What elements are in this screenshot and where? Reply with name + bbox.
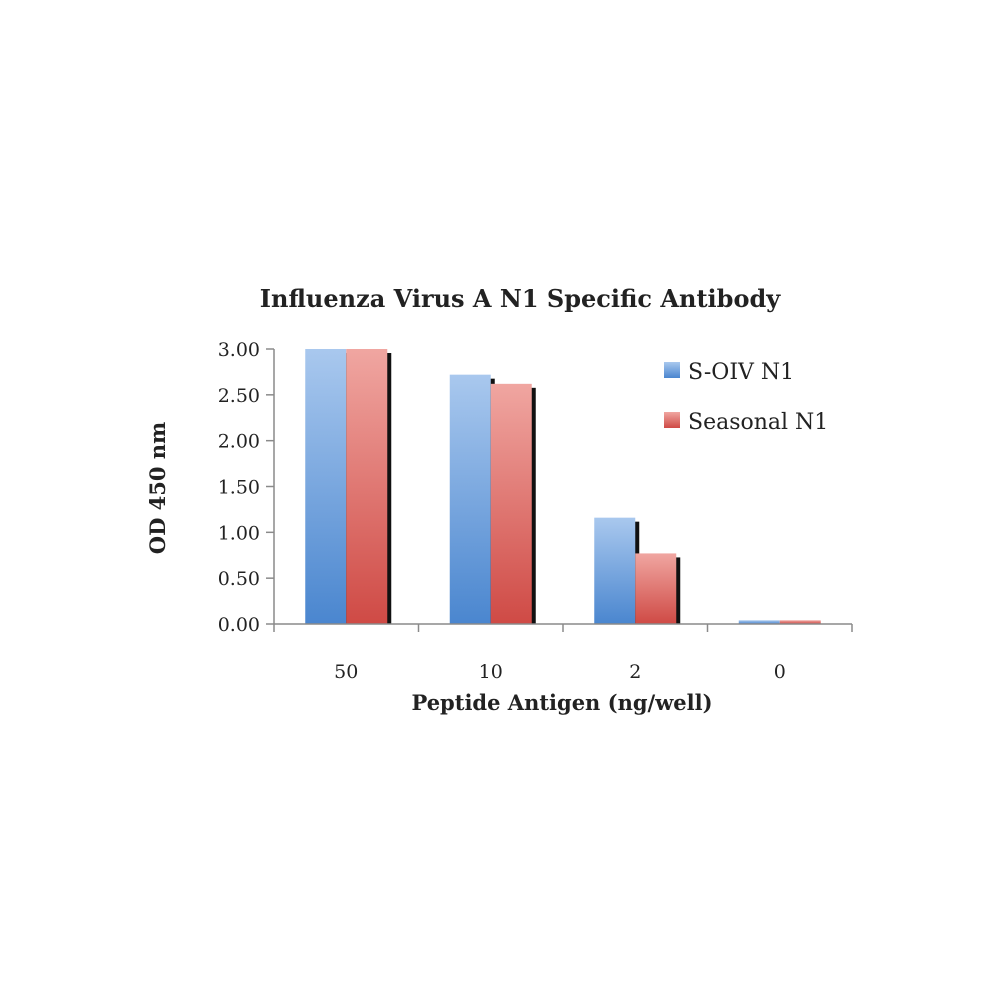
- y-tick-label: 0.00: [218, 614, 260, 636]
- bars: [305, 349, 821, 624]
- x-tick-label: 2: [629, 661, 641, 683]
- y-axis-ticks: 0.00 0.50 1.00 1.50 2.00 2.50 3.00: [218, 339, 274, 636]
- bar-seasonal-50: [346, 349, 388, 624]
- y-tick-label: 1.50: [218, 477, 260, 499]
- x-tick-label: 50: [334, 661, 358, 683]
- y-tick-label: 3.00: [218, 339, 260, 361]
- y-tick-label: 1.00: [218, 522, 260, 544]
- bar-seasonal-0: [779, 620, 821, 624]
- legend-swatch-s-oiv: [664, 362, 680, 378]
- bar-seasonal-2: [635, 553, 677, 624]
- x-axis-label: Peptide Antigen (ng/well): [411, 690, 712, 715]
- chart-title: Influenza Virus A N1 Specific Antibody: [260, 284, 781, 313]
- x-tick-label: 10: [479, 661, 503, 683]
- bar-s-oiv-0: [738, 620, 780, 624]
- bar-s-oiv-2: [594, 517, 636, 624]
- x-tick-label: 0: [774, 661, 786, 683]
- bar-seasonal-10: [490, 383, 532, 624]
- x-axis-ticks: 50 10 2 0: [273, 624, 853, 683]
- legend-label-s-oiv: S-OIV N1: [688, 360, 794, 385]
- y-tick-label: 2.50: [218, 385, 260, 407]
- bar-s-oiv-10: [449, 374, 491, 624]
- y-axis-label: OD 450 nm: [145, 422, 170, 554]
- legend-label-seasonal: Seasonal N1: [688, 410, 828, 435]
- y-tick-label: 0.50: [218, 568, 260, 590]
- legend: S-OIV N1 Seasonal N1: [664, 360, 828, 435]
- bar-s-oiv-50: [305, 349, 347, 624]
- y-tick-label: 2.00: [218, 431, 260, 453]
- legend-swatch-seasonal: [664, 412, 680, 428]
